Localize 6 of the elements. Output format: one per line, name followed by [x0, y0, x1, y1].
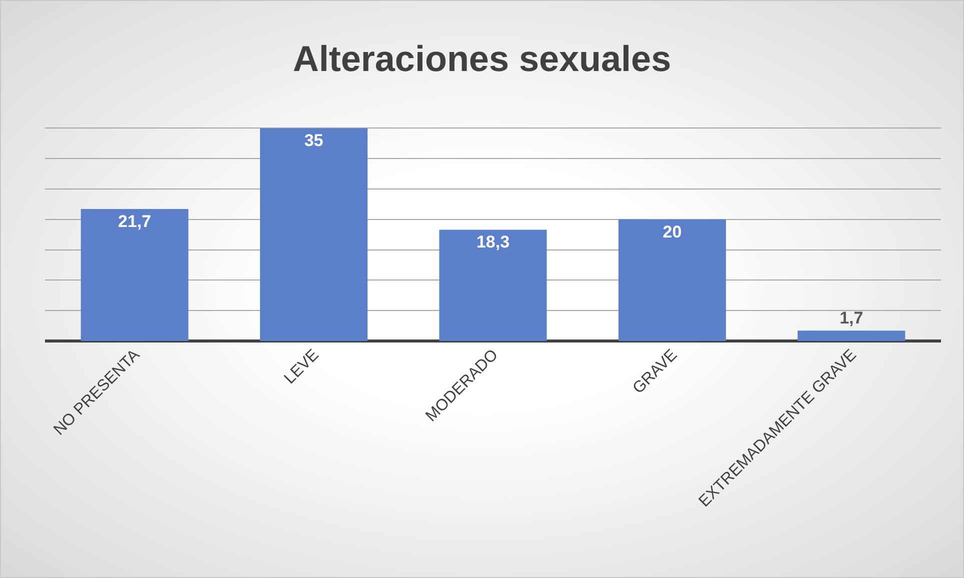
data-label: 18,3 [476, 232, 510, 252]
chart-title: Alteraciones sexuales [292, 38, 672, 80]
data-label: 1,7 [840, 308, 864, 328]
data-label: 35 [304, 131, 324, 150]
data-label: 21,7 [118, 212, 152, 232]
data-label: 20 [662, 222, 682, 242]
